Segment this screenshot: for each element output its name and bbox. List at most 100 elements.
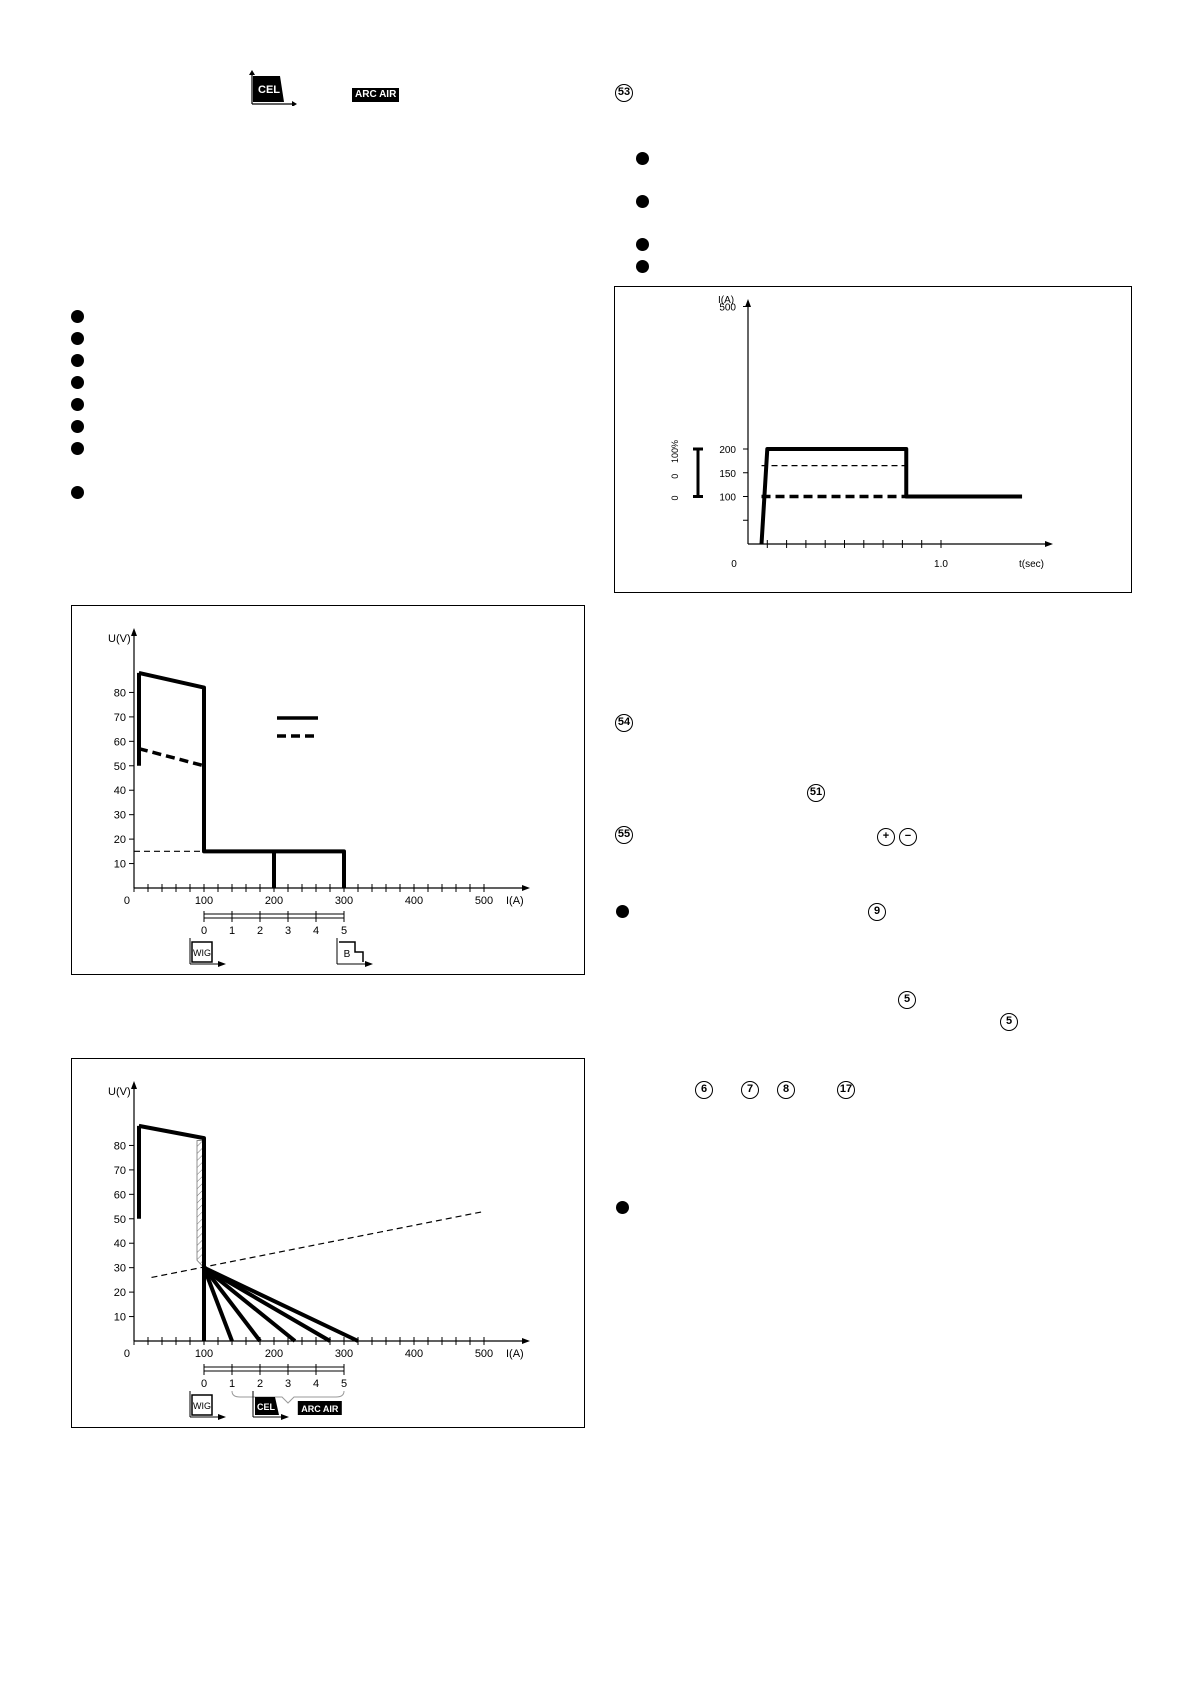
- series-line-7: [151, 1210, 485, 1279]
- y-axis-arrow: [131, 628, 137, 636]
- y-tick-label: 10: [114, 1312, 126, 1324]
- marker-6: 6: [695, 1081, 713, 1099]
- bullet-left-2: [71, 332, 84, 345]
- cel-icon-label: CEL: [257, 1402, 276, 1412]
- minus-icon: −: [899, 828, 917, 846]
- wig-icon-label: WIG: [193, 1401, 211, 1411]
- marker-9: 9: [868, 903, 886, 921]
- sub-scale-label: 4: [313, 925, 319, 937]
- sub-scale-label: 1: [229, 925, 235, 937]
- sub-scale-label: 0: [201, 1378, 207, 1390]
- y-tick-label: 70: [114, 712, 126, 724]
- marker-54: 54: [615, 714, 633, 732]
- series-line-2: [202, 1266, 234, 1342]
- x-tick-label: 100: [195, 895, 213, 907]
- x-axis-label: I(A): [506, 1348, 524, 1360]
- y-tick-label: 40: [114, 1238, 126, 1250]
- x-axis-label: t(sec): [1019, 559, 1044, 570]
- brace: [231, 1390, 345, 1404]
- side-label-zero-2: 0: [670, 495, 680, 500]
- series-line-1: [138, 1123, 206, 1341]
- y-axis-label: I(A): [718, 295, 734, 306]
- series-line-5: [202, 1265, 332, 1343]
- arc-air-badge: ARC AIR: [352, 88, 400, 102]
- y-tick-label: 50: [114, 761, 126, 773]
- sub-scale-label: 3: [285, 1378, 291, 1390]
- wig-icon-shape: [191, 1394, 213, 1416]
- marker-17: 17: [837, 1081, 855, 1099]
- series-line-4: [202, 1266, 297, 1343]
- x-tick-label: 0: [731, 559, 737, 570]
- cel-icon-arrow: [281, 1414, 289, 1420]
- marker-5b: 5: [1000, 1013, 1018, 1031]
- y-tick-label: 70: [114, 1165, 126, 1177]
- bullet-right-3: [636, 238, 649, 251]
- bullet-right-1: [636, 152, 649, 165]
- bullet-left-7: [71, 442, 84, 455]
- y-tick-label: 150: [719, 469, 736, 480]
- bullet-left-8: [71, 486, 84, 499]
- current-time-chart: I(A) t(sec) 0 1.0 100 150 200 500 100% 0 0: [670, 295, 1053, 570]
- x-tick-label: 0: [124, 1348, 130, 1360]
- series-line-6: [203, 1265, 359, 1343]
- bullet-right-5: [616, 905, 629, 918]
- wig-icon-label: WIG: [193, 948, 211, 958]
- y-tick-label: 20: [114, 834, 126, 846]
- sub-scale-label: 1: [229, 1378, 235, 1390]
- sub-scale-label: 5: [341, 925, 347, 937]
- wig-icon-arrow: [218, 1414, 226, 1420]
- series-line-3: [202, 1266, 262, 1343]
- y-tick-label: 100: [719, 493, 736, 504]
- y-axis-arrow: [131, 1081, 137, 1089]
- x-tick-label: 300: [335, 895, 353, 907]
- y-tick-label: 50: [114, 1214, 126, 1226]
- y-tick-label: 500: [719, 303, 736, 314]
- x-tick-label: 200: [265, 1348, 283, 1360]
- x-tick-label: 1.0: [934, 559, 948, 570]
- y-tick-label: 30: [114, 1263, 126, 1275]
- x-tick-label: 100: [195, 1348, 213, 1360]
- y-tick-label: 200: [719, 445, 736, 456]
- uv-chart-2-frame: U(V) I(A) 10 20 30 40 50 60 70 80 0 100 200 300 400 500…: [71, 1058, 585, 1428]
- arc-air-icon-bg: [297, 1401, 342, 1415]
- x-tick-label: 500: [475, 895, 493, 907]
- marker-8: 8: [777, 1081, 795, 1099]
- b-mode-icon-arrow: [365, 961, 373, 967]
- y-tick-label: 20: [114, 1287, 126, 1299]
- b-mode-icon-shape: [339, 941, 364, 962]
- x-axis-arrow: [522, 1338, 530, 1344]
- sub-scale-label: 5: [341, 1378, 347, 1390]
- y-tick-label: 80: [114, 1140, 126, 1152]
- bullet-left-5: [71, 398, 84, 411]
- wig-icon-arrow: [218, 961, 226, 967]
- y-axis-arrow: [745, 299, 751, 307]
- y-tick-label: 40: [114, 785, 126, 797]
- y-axis-label: U(V): [108, 1086, 131, 1098]
- x-tick-label: 400: [405, 1348, 423, 1360]
- bullet-right-2: [636, 195, 649, 208]
- x-axis-arrow: [1045, 541, 1053, 547]
- cel-mode-icon: CEL: [248, 70, 298, 107]
- marker-5a: 5: [898, 991, 916, 1009]
- arc-air-icon-label: ARC AIR: [301, 1404, 339, 1414]
- x-tick-label: 500: [475, 1348, 493, 1360]
- y-tick-label: 80: [114, 687, 126, 699]
- sub-scale-label: 3: [285, 925, 291, 937]
- bullet-left-1: [71, 310, 84, 323]
- cel-icon-shape: [255, 1397, 279, 1415]
- x-tick-label: 200: [265, 895, 283, 907]
- marker-7: 7: [741, 1081, 759, 1099]
- sub-scale-label: 4: [313, 1378, 319, 1390]
- sub-scale-label: 2: [257, 1378, 263, 1390]
- side-label-100pct: 100%: [670, 440, 680, 463]
- y-tick-label: 10: [114, 859, 126, 871]
- svg-text:CEL: CEL: [258, 84, 280, 96]
- series-line-1: [138, 670, 346, 888]
- marker-55: 55: [615, 826, 633, 844]
- x-tick-label: 400: [405, 895, 423, 907]
- uv-chart-1-frame: U(V) I(A) 10 20 30 40 50 60 70 80 0 100 200 300 400 500…: [71, 605, 585, 975]
- bullet-right-4: [636, 260, 649, 273]
- sub-scale-label: 0: [201, 925, 207, 937]
